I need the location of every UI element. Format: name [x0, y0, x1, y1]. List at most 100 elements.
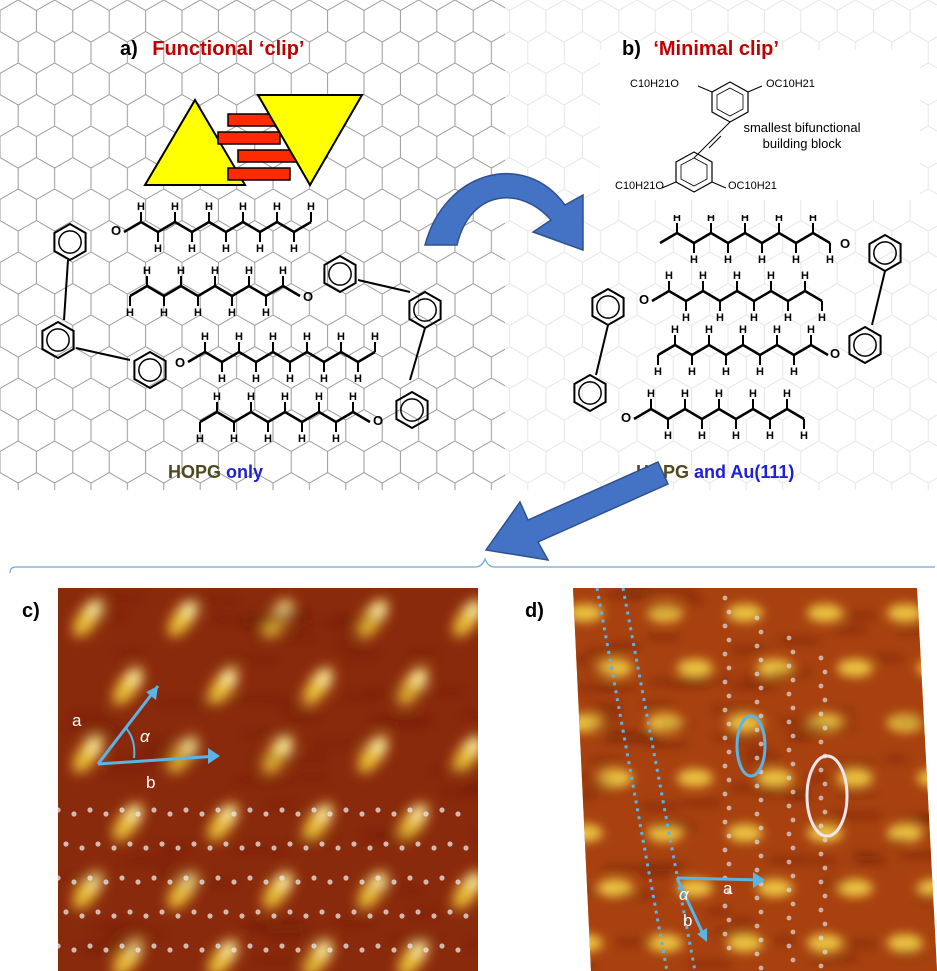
hydrogen-label: H: [218, 373, 226, 385]
panel-a-letter: a): [120, 38, 138, 60]
lattice-vectors-c: a α b: [72, 685, 220, 792]
benzene-ring: [848, 325, 882, 365]
formula-bottom-left: C10H21O: [615, 180, 664, 192]
hydrogen-label: H: [298, 433, 306, 445]
oxygen-label: O: [621, 410, 631, 425]
hydrogen-label: H: [758, 254, 766, 266]
oxygen-label: O: [175, 355, 185, 370]
hydrogen-label: H: [256, 243, 264, 255]
hydrogen-label: H: [647, 388, 655, 400]
oxygen-label: O: [639, 292, 649, 307]
hydrogen-label: H: [228, 307, 236, 319]
angle-label-d: α: [679, 885, 690, 904]
hydrogen-label: H: [290, 243, 298, 255]
hydrogen-label: H: [273, 201, 281, 213]
vector-a-label-c: a: [72, 711, 82, 730]
hydrogen-label: H: [790, 366, 798, 378]
hydrogen-label: H: [665, 270, 673, 282]
hydrogen-label: H: [269, 331, 277, 343]
hydrogen-label: H: [279, 265, 287, 277]
hydrogen-label: H: [801, 270, 809, 282]
benzene-ring: [573, 373, 607, 413]
hydrogen-label: H: [222, 243, 230, 255]
hydrogen-label: H: [315, 391, 323, 403]
hydrogen-label: H: [196, 433, 204, 445]
hydrogen-label: H: [733, 270, 741, 282]
hydrogen-label: H: [154, 243, 162, 255]
hydrogen-label: H: [239, 201, 247, 213]
hydrogen-label: H: [654, 366, 662, 378]
hydrogen-label: H: [137, 201, 145, 213]
hydrogen-label: H: [739, 324, 747, 336]
stm-image-d: α a b: [573, 588, 937, 971]
clip-icon: [143, 94, 364, 187]
hydrogen-label: H: [716, 312, 724, 324]
vector-a-label-d: a: [723, 879, 733, 898]
hydrogen-label: H: [337, 331, 345, 343]
hydrogen-label: H: [775, 215, 783, 224]
hydrogen-label: H: [205, 201, 213, 213]
panel-b-title: ‘Minimal clip’: [653, 38, 779, 60]
hydrogen-label: H: [126, 307, 134, 319]
hydrogen-label: H: [188, 243, 196, 255]
substrate-au: and Au(111): [694, 462, 795, 482]
formula-bottom-right: OC10H21: [728, 180, 777, 192]
panel-c-letter: c): [22, 600, 40, 622]
benzene-ring: [53, 222, 87, 262]
angle-label-c: α: [140, 727, 151, 746]
oxygen-label: O: [373, 413, 383, 428]
hydrogen-label: H: [715, 388, 723, 400]
panel-d-letter: d): [525, 600, 544, 622]
hydrogen-label: H: [307, 201, 315, 213]
hydrogen-label: H: [756, 366, 764, 378]
hydrogen-label: H: [707, 215, 715, 224]
benzene-ring: [41, 320, 75, 360]
hydrogen-label: H: [682, 312, 690, 324]
benzene-ring: [395, 390, 429, 430]
hydrogen-label: H: [354, 373, 362, 385]
hydrogen-label: H: [818, 312, 826, 324]
oxygen-label: O: [830, 346, 840, 361]
panel-b-letter: b): [622, 38, 641, 60]
panel-a-substrate: HOPG only: [168, 462, 263, 483]
hydrogen-label: H: [201, 331, 209, 343]
hydrogen-label: H: [792, 254, 800, 266]
curved-arrow-icon: [424, 172, 584, 252]
caption-line-1: smallest bifunctional: [743, 120, 861, 135]
hydrogen-label: H: [783, 388, 791, 400]
hydrogen-label: H: [213, 391, 221, 403]
hydrogen-label: H: [698, 430, 706, 442]
triangle-down-icon: [256, 94, 364, 187]
hydrogen-label: H: [732, 430, 740, 442]
down-arrow-icon: [484, 461, 669, 561]
panel-a-title: Functional ‘clip’: [152, 38, 305, 60]
hydrogen-label: H: [332, 433, 340, 445]
benzene-ring: [133, 350, 167, 390]
minimal-clip-molecule: [661, 81, 763, 193]
brick-2: [217, 131, 281, 145]
hydrogen-label: H: [749, 388, 757, 400]
hydrogen-label: H: [688, 366, 696, 378]
molecule-network-b: HHHHHHHHHHOOHHHHHHHHHHOHHHHHHHHHHOHHHHHH…: [573, 215, 902, 442]
hydrogen-label: H: [235, 331, 243, 343]
panel-a-header: a) Functional ‘clip’: [120, 38, 304, 61]
formula-top-right: OC10H21: [766, 78, 815, 90]
hydrogen-label: H: [681, 388, 689, 400]
vector-b-label-d: b: [683, 911, 692, 930]
top-diagram: [0, 0, 937, 490]
hydrogen-label: H: [809, 215, 817, 224]
hydrogen-label: H: [320, 373, 328, 385]
hydrogen-label: H: [171, 201, 179, 213]
hydrogen-label: H: [664, 430, 672, 442]
substrate-only: only: [226, 462, 264, 482]
hydrogen-label: H: [177, 265, 185, 277]
hydrogen-label: H: [750, 312, 758, 324]
hydrogen-label: H: [252, 373, 260, 385]
hydrogen-label: H: [143, 265, 151, 277]
panel-b-header: b) ‘Minimal clip’: [622, 38, 779, 61]
hydrogen-label: H: [286, 373, 294, 385]
molecule-network-a: OHHHHHHHHHHHOHHHHHHHHHHHOHHHHHHHHHHOHHHH…: [41, 201, 442, 445]
substrate-hopg-a: HOPG: [168, 462, 222, 482]
hydrogen-label: H: [349, 391, 357, 403]
oxygen-label: O: [303, 289, 313, 304]
